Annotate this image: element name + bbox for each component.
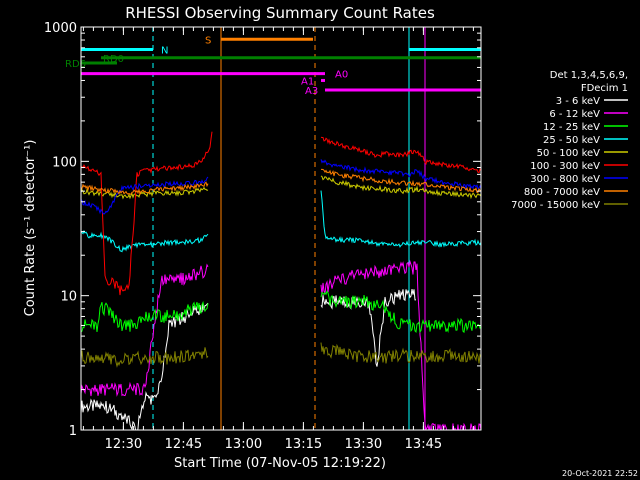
x-tick-label-5: 13:45 bbox=[405, 437, 442, 452]
legend-label-4: 50 - 100 keV bbox=[537, 148, 601, 159]
y-tick-label-3: 1 bbox=[69, 424, 77, 439]
state-bar-label-6: A1 bbox=[301, 76, 314, 87]
footer-timestamp: 20-Oct-2021 22:52 bbox=[562, 469, 638, 478]
legend-label-3: 25 - 50 keV bbox=[543, 135, 600, 146]
state-bar-label-0: N bbox=[161, 45, 168, 56]
legend-label-1: 6 - 12 keV bbox=[549, 109, 600, 120]
state-bar-label-4: S bbox=[205, 35, 211, 46]
series-line-6-0 bbox=[81, 176, 209, 215]
legend-label-7: 800 - 7000 keV bbox=[524, 187, 600, 198]
x-tick-label-1: 12:45 bbox=[165, 437, 202, 452]
y-tick-label-1: 100 bbox=[52, 155, 77, 170]
x-tick-label-0: 12:30 bbox=[105, 437, 142, 452]
series-line-5-1 bbox=[320, 136, 481, 174]
series-line-7-0 bbox=[81, 181, 209, 196]
state-bar-label-2: RD0 bbox=[103, 54, 124, 65]
legend-label-8: 7000 - 15000 keV bbox=[511, 200, 600, 211]
series-line-3-1 bbox=[320, 190, 481, 248]
chart-title: RHESSI Observing Summary Count Rates bbox=[125, 4, 435, 22]
series-line-1-0 bbox=[81, 263, 209, 397]
legend-label-6: 300 - 800 keV bbox=[530, 174, 600, 185]
y-tick-label-0: 1000 bbox=[44, 21, 77, 36]
x-axis-label: Start Time (07-Nov-05 12:19:22) bbox=[174, 456, 386, 471]
legend: Det 1,3,4,5,6,9, FDecim 1 3 - 6 keV 6 - 1… bbox=[511, 70, 628, 211]
series-line-6-1 bbox=[320, 159, 481, 190]
series-line-3-0 bbox=[81, 229, 209, 253]
y-tick-label-2: 10 bbox=[60, 290, 77, 305]
legend-label-5: 100 - 300 keV bbox=[530, 161, 600, 172]
legend-label-2: 12 - 25 keV bbox=[543, 122, 600, 133]
state-bar-label-7: A3 bbox=[305, 86, 318, 97]
series-line-2-1 bbox=[320, 290, 481, 334]
series-line-5-0 bbox=[81, 131, 213, 296]
series-line-2-0 bbox=[81, 300, 209, 333]
y-axis-label: Count Rate (s⁻¹ detector⁻¹) bbox=[23, 140, 38, 317]
series-line-8-1 bbox=[320, 342, 481, 364]
state-bar-label-3: RD6 bbox=[65, 59, 86, 70]
x-tick-label-3: 13:15 bbox=[285, 437, 322, 452]
legend-header-line-2: FDecim 1 bbox=[581, 83, 628, 94]
legend-header-line-1: Det 1,3,4,5,6,9, bbox=[550, 70, 628, 81]
legend-label-0: 3 - 6 keV bbox=[556, 96, 600, 107]
plot-frame bbox=[80, 26, 482, 431]
series-line-7-1 bbox=[321, 168, 481, 193]
x-tick-label-4: 13:30 bbox=[345, 437, 382, 452]
series-line-1-1 bbox=[320, 259, 481, 430]
state-bar-label-5: A0 bbox=[335, 70, 348, 81]
x-tick-label-2: 13:00 bbox=[225, 437, 262, 452]
series-line-8-0 bbox=[81, 347, 209, 368]
series-line-4-1 bbox=[320, 175, 481, 200]
